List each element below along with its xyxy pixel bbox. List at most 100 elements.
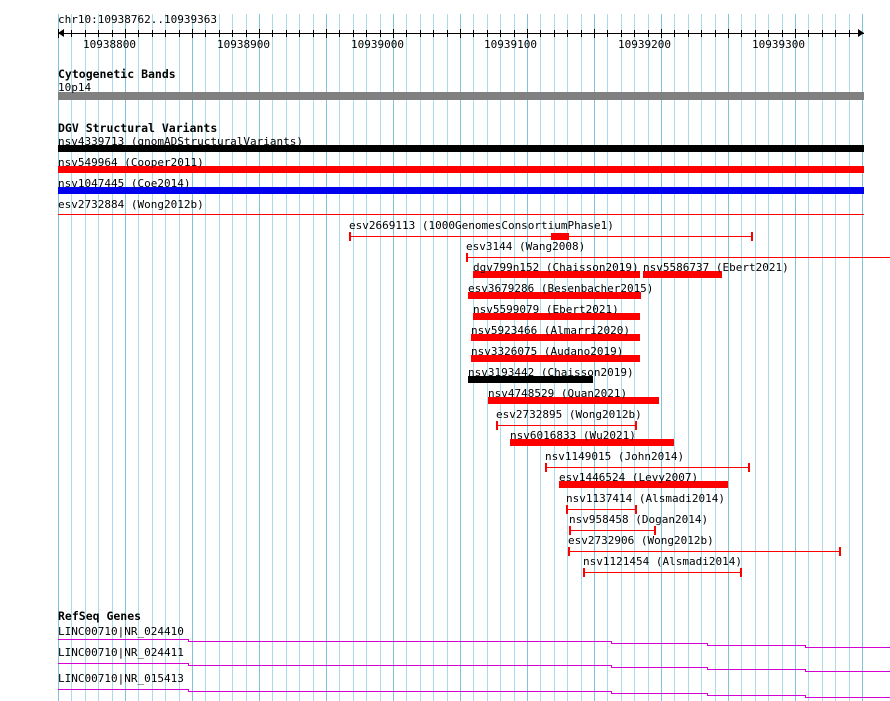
feature-label[interactable]: esv2732906 (Wong2012b) <box>568 534 714 547</box>
gridline <box>299 14 300 701</box>
gene-intron-line[interactable] <box>58 639 188 640</box>
feature-label[interactable]: nsv3193442 (Chaisson2019) <box>468 366 634 379</box>
gene-intron-line[interactable] <box>188 665 611 666</box>
variant-line-glyph[interactable] <box>568 551 841 552</box>
gene-intron-line[interactable] <box>611 643 707 644</box>
feature-label[interactable]: nsv3326075 (Audano2019) <box>471 345 624 358</box>
gridline <box>179 14 180 701</box>
feature-label[interactable]: LINC00710|NR_015413 <box>58 672 184 685</box>
feature-label[interactable]: nsv5586737 (Ebert2021) <box>643 261 789 274</box>
gene-intron-line[interactable] <box>611 693 707 694</box>
gridline <box>272 14 273 701</box>
gene-intron-line[interactable] <box>58 663 188 664</box>
feature-label[interactable]: nsv1047445 (Coe2014) <box>58 177 191 190</box>
feature-label[interactable]: LINC00710|NR_024410 <box>58 625 184 638</box>
ruler-tick <box>688 30 689 37</box>
gridline <box>192 14 193 701</box>
variant-bar-glyph[interactable] <box>58 187 864 194</box>
gene-intron-line[interactable] <box>805 697 890 698</box>
feature-label[interactable]: nsv1149015 (John2014) <box>545 450 685 463</box>
cytogenetic-band-glyph[interactable] <box>58 92 864 100</box>
variant-line-glyph[interactable] <box>58 214 864 215</box>
variant-end-cap <box>635 505 637 514</box>
ruler-tick-label: 10939200 <box>618 38 671 51</box>
feature-label[interactable]: esv2669113 (1000GenomesConsortiumPhase1) <box>349 219 614 232</box>
variant-bar-glyph[interactable] <box>643 271 722 278</box>
ruler-tick <box>393 29 394 38</box>
variant-line-glyph[interactable] <box>496 425 637 426</box>
feature-label[interactable]: esv3144 (Wang2008) <box>466 240 586 253</box>
ruler-tick <box>286 30 287 37</box>
feature-label[interactable]: nsv4339713 (gnomADStructuralVariants) <box>58 135 304 148</box>
gene-intron-line[interactable] <box>58 689 188 690</box>
gene-intron-line[interactable] <box>805 671 890 672</box>
ruler-tick <box>768 30 769 37</box>
ruler-tick <box>849 30 850 37</box>
feature-label[interactable]: nsv958458 (Dogan2014) <box>569 513 709 526</box>
variant-bar-glyph[interactable] <box>468 376 593 383</box>
variant-end-cap <box>496 421 498 430</box>
feature-label[interactable]: dgv799n152 (Chaisson2019) <box>473 261 639 274</box>
variant-line-glyph[interactable] <box>466 257 890 258</box>
variant-end-cap <box>566 505 568 514</box>
variant-bar-glyph[interactable] <box>471 355 640 362</box>
feature-label[interactable]: nsv1137414 (Alsmadi2014) <box>566 492 725 505</box>
ruler-tick <box>138 30 139 37</box>
variant-line-glyph[interactable] <box>569 530 656 531</box>
gridline <box>648 14 649 701</box>
gridline <box>661 14 662 701</box>
gene-step-connector <box>805 645 806 647</box>
gridline <box>165 14 166 701</box>
gene-intron-line[interactable] <box>188 641 611 642</box>
feature-label[interactable]: nsv4748529 (Quan2021) <box>488 387 628 400</box>
gene-intron-line[interactable] <box>805 647 890 648</box>
feature-label[interactable]: esv1446524 (Levy2007) <box>559 471 699 484</box>
ruler-tick <box>728 29 729 38</box>
left-arrow-icon[interactable] <box>58 29 64 37</box>
feature-label[interactable]: esv2732884 (Wong2012b) <box>58 198 204 211</box>
ruler-tick <box>755 30 756 37</box>
feature-label[interactable]: 10p14 <box>58 81 92 94</box>
gridline <box>353 14 354 701</box>
variant-line-glyph[interactable] <box>583 572 742 573</box>
variant-bar-glyph[interactable] <box>510 439 674 446</box>
gene-intron-line[interactable] <box>707 645 805 646</box>
variant-bar-glyph[interactable] <box>58 166 864 173</box>
gene-intron-line[interactable] <box>611 667 707 668</box>
ruler-tick <box>674 30 675 37</box>
feature-label[interactable]: nsv549964 (Cooper2011) <box>58 156 204 169</box>
variant-bar-glyph[interactable] <box>559 481 728 488</box>
variant-line-glyph[interactable] <box>566 509 637 510</box>
variant-bar-glyph[interactable] <box>471 334 640 341</box>
ruler-tick <box>741 30 742 37</box>
variant-bar-glyph[interactable] <box>58 145 864 152</box>
feature-label[interactable]: esv3679286 (Besenbacher2015) <box>468 282 654 295</box>
gridline <box>674 14 675 701</box>
gridline <box>380 14 381 701</box>
ruler-tick <box>487 30 488 37</box>
right-arrow-icon[interactable] <box>858 29 864 37</box>
feature-label[interactable]: LINC00710|NR_024411 <box>58 646 184 659</box>
feature-label[interactable]: esv2732895 (Wong2012b) <box>496 408 642 421</box>
variant-bar-glyph[interactable] <box>473 271 640 278</box>
variant-bar-glyph[interactable] <box>473 313 640 320</box>
gene-intron-line[interactable] <box>707 669 805 670</box>
feature-label[interactable]: nsv1121454 (Alsmadi2014) <box>583 555 742 568</box>
variant-exon-block[interactable] <box>551 233 569 240</box>
variant-line-glyph[interactable] <box>545 467 750 468</box>
ruler-tick <box>634 30 635 37</box>
ruler-tick <box>219 30 220 37</box>
feature-label[interactable]: nsv5599079 (Ebert2021) <box>473 303 619 316</box>
feature-label[interactable]: nsv6016833 (Wu2021) <box>510 429 636 442</box>
gene-intron-line[interactable] <box>707 695 805 696</box>
feature-label[interactable]: nsv5923466 (Almarri2020) <box>471 324 630 337</box>
gene-step-connector <box>707 667 708 669</box>
variant-bar-glyph[interactable] <box>488 397 659 404</box>
gene-intron-line[interactable] <box>188 691 611 692</box>
gridline <box>125 14 126 701</box>
ruler-tick <box>165 30 166 37</box>
ruler-axis-line <box>58 33 864 34</box>
gene-step-connector <box>611 665 612 667</box>
